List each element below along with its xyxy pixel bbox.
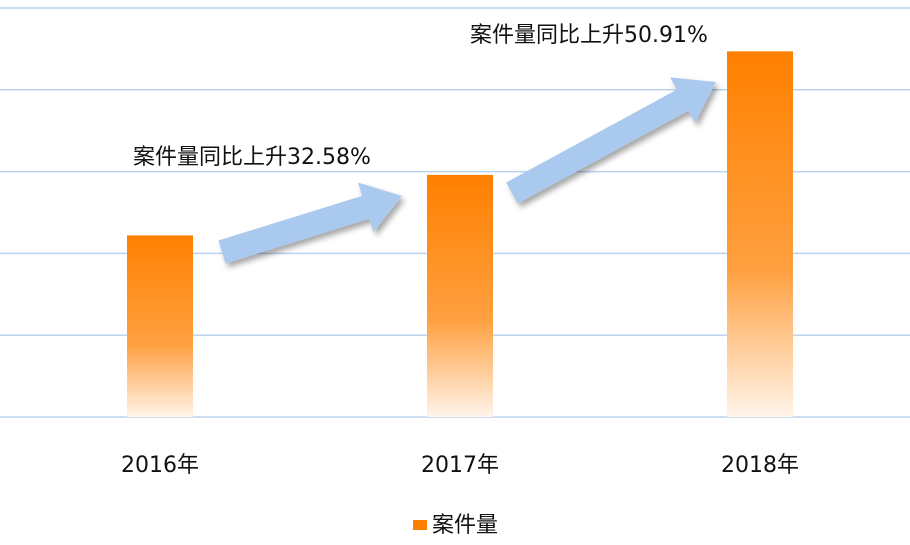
x-tick-label: 2016年	[121, 453, 199, 478]
bar	[727, 51, 793, 417]
annotation: 案件量同比上升32.58%	[133, 145, 371, 170]
trend-arrow	[218, 182, 402, 264]
x-tick-label: 2018年	[721, 453, 799, 478]
annotation: 案件量同比上升50.91%	[470, 23, 708, 48]
x-tick-label: 2017年	[421, 453, 499, 478]
bar	[127, 235, 193, 417]
legend-swatch	[413, 520, 427, 530]
legend: 案件量	[413, 513, 498, 538]
trend-arrow	[506, 77, 716, 204]
legend-label: 案件量	[432, 513, 498, 538]
bar	[427, 174, 493, 417]
arrows	[218, 77, 716, 264]
bars	[127, 51, 793, 417]
